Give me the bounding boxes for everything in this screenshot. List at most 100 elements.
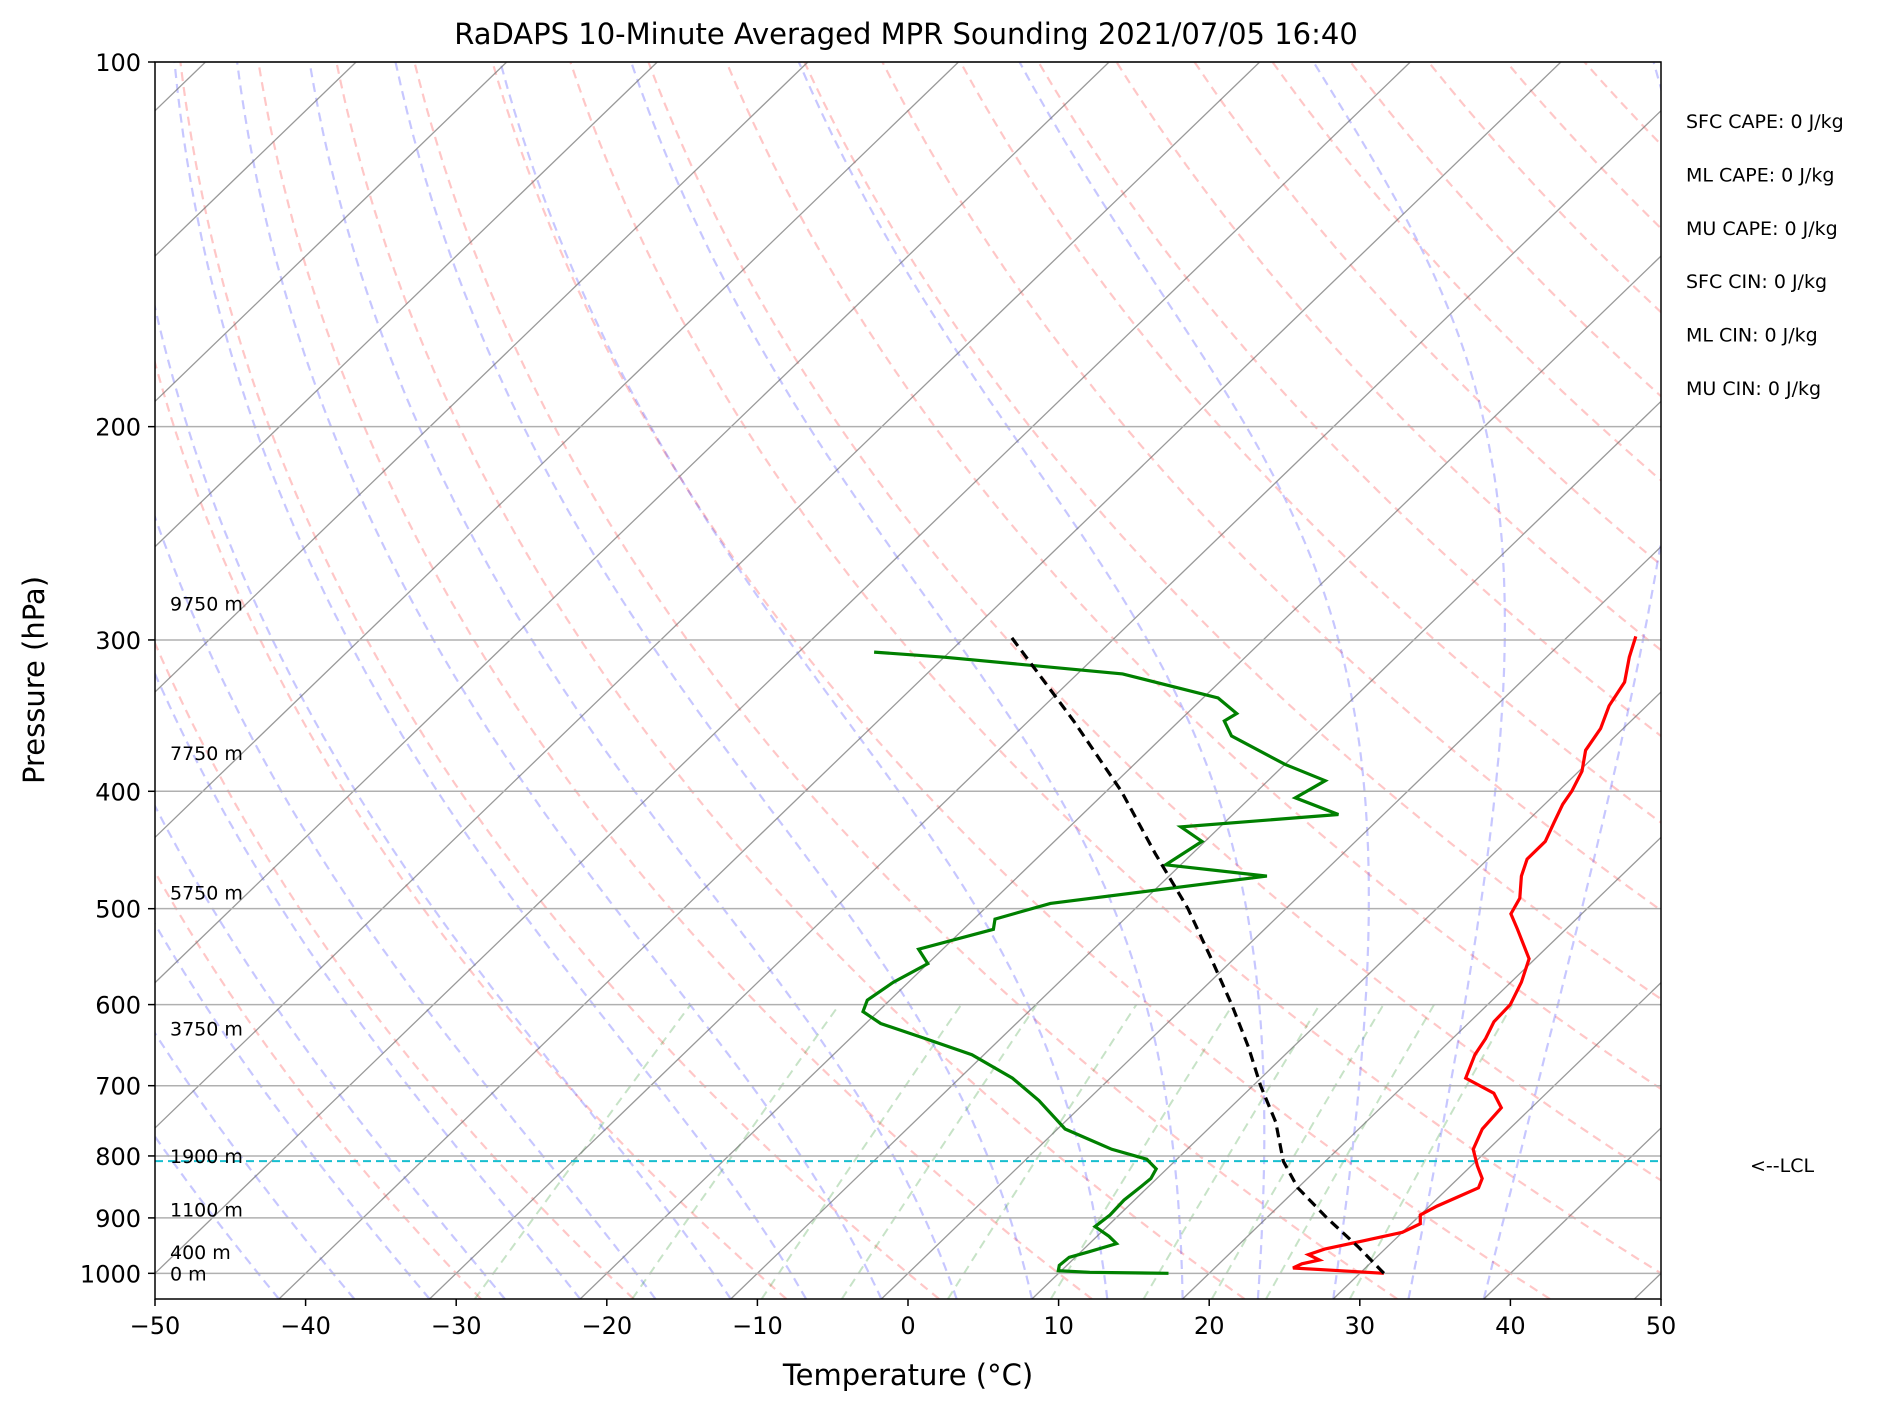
stability-index: SFC CIN: 0 J/kg bbox=[1686, 271, 1827, 293]
x-tick-label: −50 bbox=[130, 1312, 181, 1340]
y-tick-label: 300 bbox=[95, 627, 141, 655]
dry-adiabat bbox=[335, 62, 1246, 1299]
chart-title: RaDAPS 10-Minute Averaged MPR Sounding 2… bbox=[454, 17, 1358, 51]
moist-adiabat bbox=[155, 922, 431, 1299]
height-label: 400 m bbox=[170, 1242, 231, 1264]
moist-adiabat bbox=[155, 671, 582, 1299]
series-temperature bbox=[1292, 635, 1638, 1275]
isotherm bbox=[1031, 691, 1661, 1299]
y-tick-label: 800 bbox=[95, 1143, 141, 1171]
grid-lines bbox=[155, 61, 1661, 1275]
isotherm bbox=[730, 400, 1661, 1299]
stability-index: MU CAPE: 0 J/kg bbox=[1686, 218, 1838, 240]
height-label: 3750 m bbox=[170, 1019, 243, 1041]
isotherm bbox=[1182, 836, 1661, 1299]
isotherm bbox=[429, 109, 1661, 1299]
mixing-ratio-line bbox=[1142, 1004, 1321, 1299]
x-axis-label: Temperature (°C) bbox=[782, 1358, 1033, 1392]
isotherm bbox=[1785, 62, 1882, 1299]
height-label: 1100 m bbox=[170, 1200, 243, 1222]
height-label: 7750 m bbox=[170, 743, 243, 765]
isotherm bbox=[155, 62, 1411, 1275]
dry-adiabat bbox=[881, 62, 1661, 912]
isotherm bbox=[155, 62, 1261, 1129]
stability-index: ML CIN: 0 J/kg bbox=[1686, 325, 1818, 347]
dry-adiabat bbox=[491, 62, 1551, 1299]
x-tick-label: −30 bbox=[431, 1312, 482, 1340]
mixing-ratio-line bbox=[1348, 1004, 1514, 1299]
tick-labels: −50 −40 −30 −20 −10 0 10 20 30 40 50 100 200 300 400 50… bbox=[80, 49, 1676, 1340]
dry-adiabat bbox=[1037, 62, 1661, 738]
height-label: 9750 m bbox=[170, 594, 243, 616]
mixing-ratio-line bbox=[947, 1004, 1138, 1299]
plot-frame bbox=[154, 61, 1662, 1300]
series-dewpoint bbox=[861, 650, 1339, 1275]
moist-adiabat bbox=[155, 1134, 280, 1299]
dry-adiabat bbox=[1193, 62, 1661, 567]
moist-adiabat bbox=[797, 62, 1266, 1299]
moist-adiabat bbox=[155, 1031, 356, 1299]
mixing-ratio-line bbox=[840, 1004, 1038, 1299]
moist-adiabat bbox=[1482, 62, 1661, 1299]
isotherm bbox=[155, 62, 658, 548]
series-parcel bbox=[1009, 635, 1386, 1275]
stability-indices: SFC CAPE: 0 J/kg ML CAPE: 0 J/kg MU CAPE: … bbox=[1686, 111, 1844, 400]
dry-adiabat bbox=[647, 62, 1661, 1182]
dry-adiabat bbox=[569, 62, 1661, 1275]
isotherm bbox=[579, 255, 1661, 1299]
stability-index: ML CAPE: 0 J/kg bbox=[1686, 164, 1834, 186]
dry-adiabat bbox=[1271, 62, 1661, 482]
x-tick-label: 40 bbox=[1495, 1312, 1526, 1340]
moist-adiabat bbox=[499, 62, 1109, 1299]
lcl-label: <--LCL bbox=[1750, 1155, 1814, 1177]
series-layer bbox=[155, 635, 1661, 1275]
isotherm bbox=[278, 62, 1562, 1299]
mixing-ratio-line bbox=[1049, 1004, 1234, 1299]
mixing-ratio-line bbox=[760, 1004, 963, 1299]
isotherm bbox=[1633, 1272, 1661, 1299]
dry-adiabat bbox=[1505, 62, 1661, 230]
dry-adiabat bbox=[155, 640, 635, 1299]
isotherm bbox=[155, 62, 357, 257]
dry-adiabat bbox=[1349, 62, 1661, 398]
moist-adiabat bbox=[1018, 62, 1371, 1299]
y-tick-label: 500 bbox=[95, 896, 141, 924]
moist-adiabat bbox=[308, 62, 958, 1299]
moist-adiabat bbox=[155, 513, 657, 1299]
dry-adiabat bbox=[1741, 62, 1882, 1299]
moist-adiabat bbox=[155, 302, 732, 1299]
y-tick-label: 900 bbox=[95, 1205, 141, 1233]
dry-adiabat bbox=[1663, 62, 1882, 1299]
dry-adiabat bbox=[155, 869, 482, 1299]
isotherm bbox=[155, 62, 1110, 984]
x-tick-label: 50 bbox=[1646, 1312, 1677, 1340]
y-tick-label: 100 bbox=[95, 49, 141, 77]
y-tick-label: 200 bbox=[95, 414, 141, 442]
dry-adiabat bbox=[413, 62, 1398, 1299]
height-label: 0 m bbox=[170, 1263, 207, 1285]
dry-adiabat bbox=[1427, 62, 1661, 314]
stability-index: SFC CAPE: 0 J/kg bbox=[1686, 111, 1844, 133]
x-tick-label: −40 bbox=[280, 1312, 331, 1340]
dry-adiabat bbox=[155, 358, 788, 1299]
isotherm bbox=[880, 545, 1661, 1299]
height-labels: 9750 m 7750 m 5750 m 3750 m 1900 m 1100 m 400 … bbox=[170, 594, 243, 1286]
dry-adiabat bbox=[725, 62, 1661, 1091]
mixing-ratio-line bbox=[1265, 1004, 1435, 1299]
moist-adiabat bbox=[155, 803, 506, 1299]
moist-adiabat bbox=[1312, 62, 1507, 1299]
x-tick-label: −10 bbox=[732, 1312, 783, 1340]
dry-adiabat bbox=[1115, 62, 1661, 652]
moist-adiabat bbox=[630, 62, 1184, 1299]
moist-adiabat bbox=[236, 62, 883, 1299]
y-tick-label: 700 bbox=[95, 1073, 141, 1101]
dry-adiabat bbox=[1819, 62, 1882, 1299]
moist-adiabat bbox=[394, 62, 1034, 1299]
dry-adiabat bbox=[257, 62, 1093, 1299]
height-label: 5750 m bbox=[170, 883, 243, 905]
x-tick-label: 0 bbox=[900, 1312, 915, 1340]
dry-adiabat bbox=[803, 62, 1661, 1001]
x-tick-label: 30 bbox=[1345, 1312, 1376, 1340]
x-tick-label: 20 bbox=[1194, 1312, 1225, 1340]
